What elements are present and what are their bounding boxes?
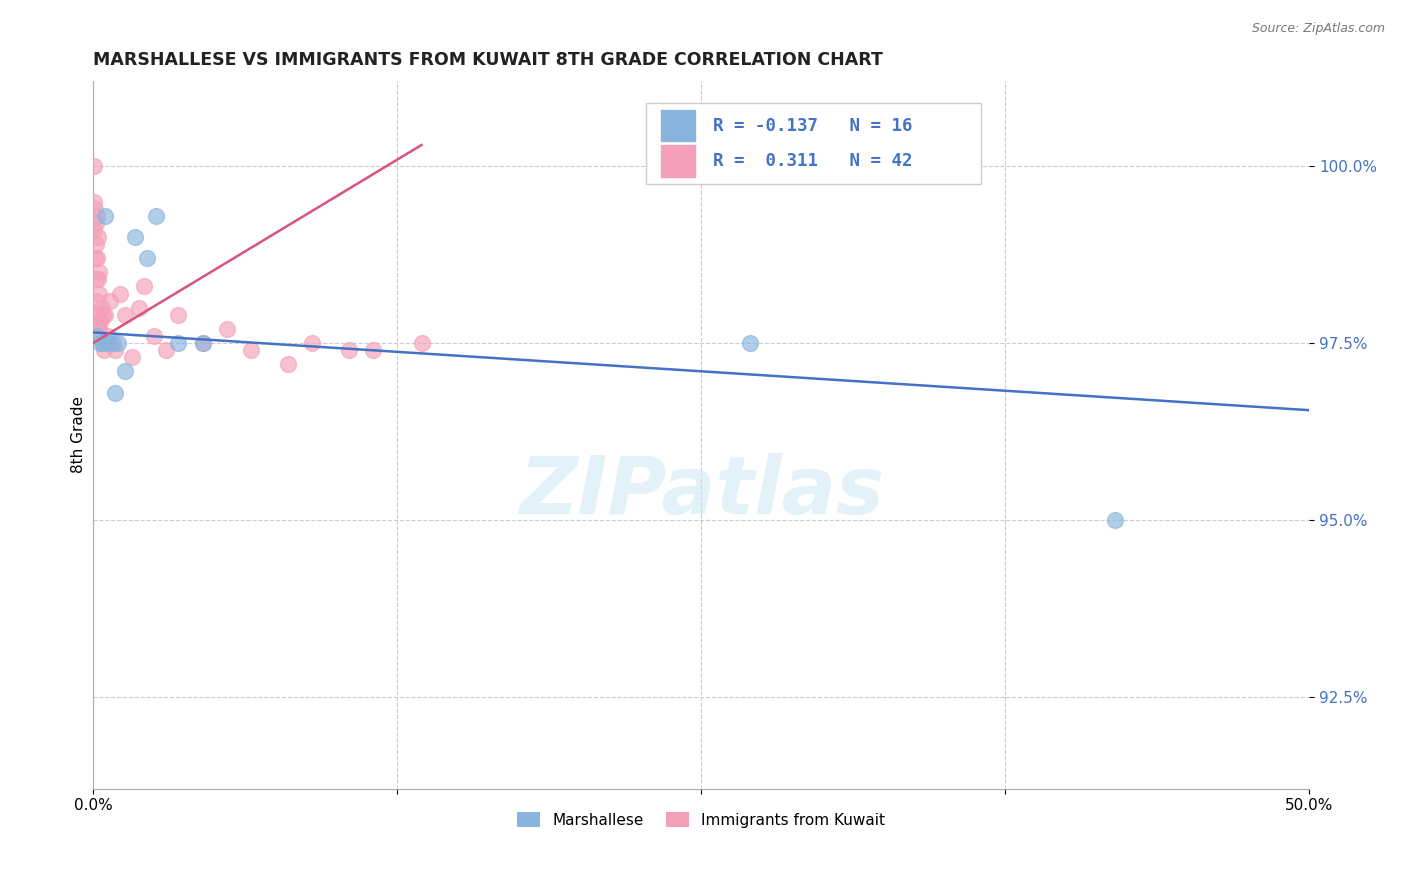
Point [94,308,117,322]
Bar [661,110,695,142]
Point [1104,513,1126,527]
Text: ZIPatlas: ZIPatlas [519,452,884,531]
Point [301,336,323,351]
Point [104,343,127,357]
Point [84,237,107,252]
Point [101,336,124,351]
Point [83,223,105,237]
Point [135,251,157,265]
Point [145,209,167,223]
Legend: Marshallese, Immigrants from Kuwait: Marshallese, Immigrants from Kuwait [510,805,891,834]
Point [87,286,110,301]
Point [86,251,108,265]
Point [738,336,761,351]
Point [114,364,136,378]
Point [97,336,120,351]
Text: MARSHALLESE VS IMMIGRANTS FROM KUWAIT 8TH GRADE CORRELATION CHART: MARSHALLESE VS IMMIGRANTS FROM KUWAIT 8T… [93,51,883,69]
Point [83,194,105,209]
Point [84,216,107,230]
Point [128,301,150,315]
Point [86,272,108,286]
Point [84,293,107,308]
Point [215,322,238,336]
Point [114,308,136,322]
Point [90,301,112,315]
Point [124,230,146,244]
Point [89,265,111,279]
Point [191,336,214,351]
Point [97,329,120,343]
Point [411,336,433,351]
Point [89,322,111,336]
Text: R =  0.311   N = 42: R = 0.311 N = 42 [713,153,912,170]
Point [84,272,107,286]
Point [104,385,127,400]
Point [86,329,108,343]
Point [108,286,131,301]
Text: Source: ZipAtlas.com: Source: ZipAtlas.com [1251,22,1385,36]
Point [84,251,107,265]
Point [91,308,114,322]
Point [167,308,190,322]
Point [277,357,299,371]
Point [191,336,214,351]
Point [240,343,263,357]
Point [167,336,190,351]
Point [94,209,117,223]
Bar [647,103,981,184]
Point [337,343,360,357]
Point [87,315,110,329]
Y-axis label: 8th Grade: 8th Grade [72,396,86,474]
Point [134,279,156,293]
Point [107,336,129,351]
Point [93,343,115,357]
Point [83,159,105,173]
Point [84,202,107,216]
Point [98,293,121,308]
Point [361,343,384,357]
Point [89,315,111,329]
Bar [661,145,695,177]
Point [87,230,110,244]
Point [86,209,108,223]
Point [121,350,143,364]
Point [86,308,108,322]
Text: R = -0.137   N = 16: R = -0.137 N = 16 [713,117,912,135]
Point [143,329,166,343]
Point [91,336,114,351]
Point [155,343,177,357]
Point [89,336,111,351]
